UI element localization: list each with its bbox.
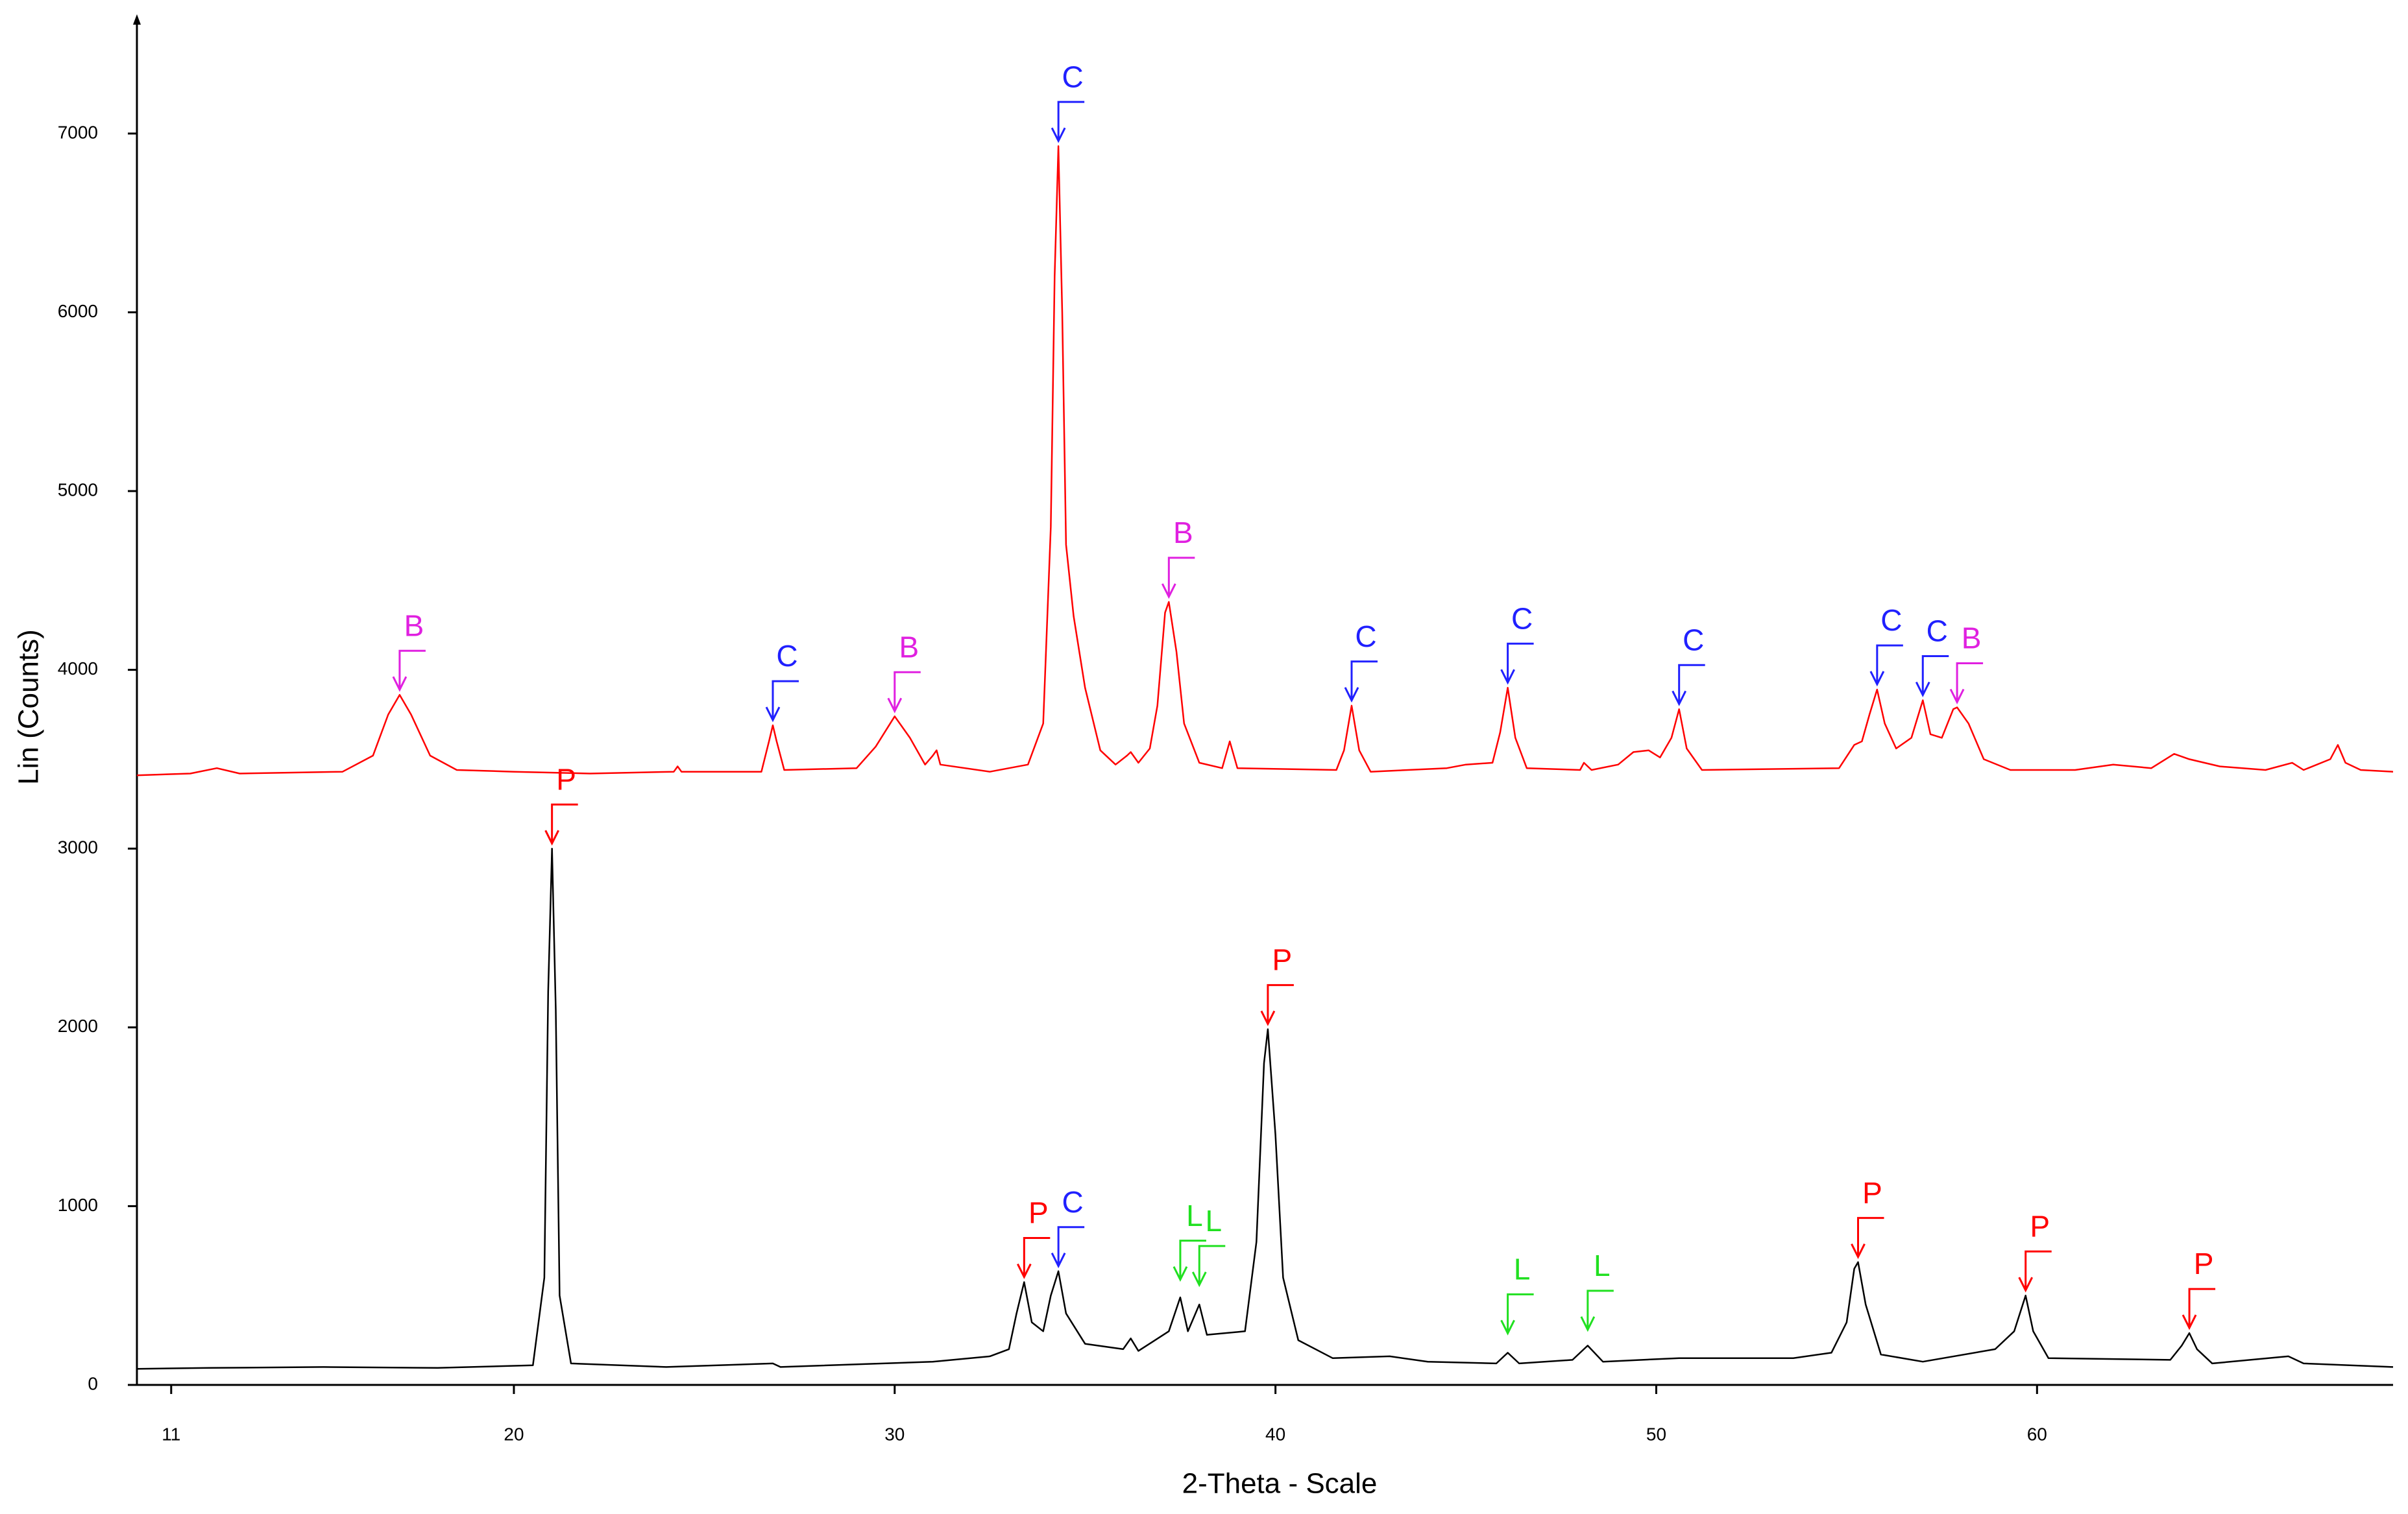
annotation-label: B — [1962, 621, 1982, 655]
x-tick-label: 11 — [162, 1424, 180, 1444]
y-tick-label: 4000 — [58, 658, 98, 679]
annotation-label: L — [1514, 1253, 1531, 1286]
y-tick-label: 7000 — [58, 122, 98, 142]
annotation-label: L — [1594, 1249, 1611, 1282]
data-line — [136, 847, 2394, 1370]
annotation-arrow — [1869, 644, 1903, 687]
x-axis-title: 2-Theta - Scale — [1182, 1468, 1378, 1500]
x-tick-label: 60 — [2027, 1424, 2047, 1444]
y-tick-label: 3000 — [58, 837, 98, 858]
annotation-arrow — [1051, 101, 1085, 143]
annotation-label: C — [1062, 60, 1084, 93]
annotation-arrow — [1851, 1217, 1884, 1260]
y-axis-title: Lin (Counts) — [13, 629, 45, 785]
annotation-arrow — [1051, 1226, 1085, 1269]
annotation-label: C — [1880, 603, 1902, 637]
annotation-arrow — [2182, 1288, 2216, 1330]
annotation-arrow — [765, 680, 799, 723]
annotation-arrow — [1580, 1290, 1614, 1332]
annotation-label: C — [1511, 601, 1533, 635]
y-tick-label: 1000 — [58, 1195, 98, 1215]
annotation-label: P — [2030, 1209, 2050, 1243]
annotation-label: P — [1862, 1176, 1882, 1210]
annotation-arrow — [392, 649, 426, 692]
x-tick-label: 50 — [1646, 1424, 1666, 1444]
annotation-arrow — [1344, 660, 1378, 703]
annotation-arrow — [887, 671, 921, 714]
annotation-label: C — [1683, 623, 1704, 656]
annotation-label: P — [1028, 1196, 1049, 1230]
y-tick-label: 6000 — [58, 301, 98, 321]
annotation-arrow — [2018, 1250, 2052, 1293]
y-tick-label: 2000 — [58, 1016, 98, 1036]
annotation-label: P — [1272, 943, 1293, 977]
data-line — [136, 145, 2394, 776]
annotation-label: B — [1173, 516, 1193, 549]
y-axis-arrow — [133, 14, 141, 25]
annotation-arrow — [1173, 1240, 1206, 1282]
annotation-label: P — [556, 762, 576, 796]
annotation-arrow — [1915, 655, 1949, 697]
annotation-arrow — [1672, 664, 1705, 706]
annotation-arrow — [544, 803, 578, 846]
annotation-arrow — [1161, 557, 1195, 599]
annotation-label: L — [1186, 1199, 1203, 1232]
x-tick-label: 30 — [884, 1424, 905, 1444]
annotation-label: L — [1205, 1204, 1222, 1238]
annotation-arrow — [1191, 1245, 1226, 1288]
y-tick-label: 0 — [88, 1373, 98, 1393]
annotation-arrow — [1500, 642, 1534, 685]
annotation-label: B — [404, 608, 424, 642]
annotation-label: C — [776, 639, 797, 673]
y-tick-label: 5000 — [58, 479, 98, 499]
annotation-arrow — [1949, 662, 1984, 704]
annotation-arrow — [1500, 1293, 1534, 1336]
annotation-label: C — [1927, 614, 1948, 648]
x-tick-label: 40 — [1265, 1424, 1285, 1444]
annotation-arrow — [1260, 984, 1294, 1026]
x-tick-label: 20 — [504, 1424, 524, 1444]
annotation-label: C — [1355, 619, 1376, 653]
annotation-label: C — [1062, 1185, 1084, 1219]
annotation-arrow — [1016, 1237, 1051, 1279]
annotation-label: P — [2194, 1247, 2214, 1280]
annotation-label: B — [899, 630, 919, 664]
